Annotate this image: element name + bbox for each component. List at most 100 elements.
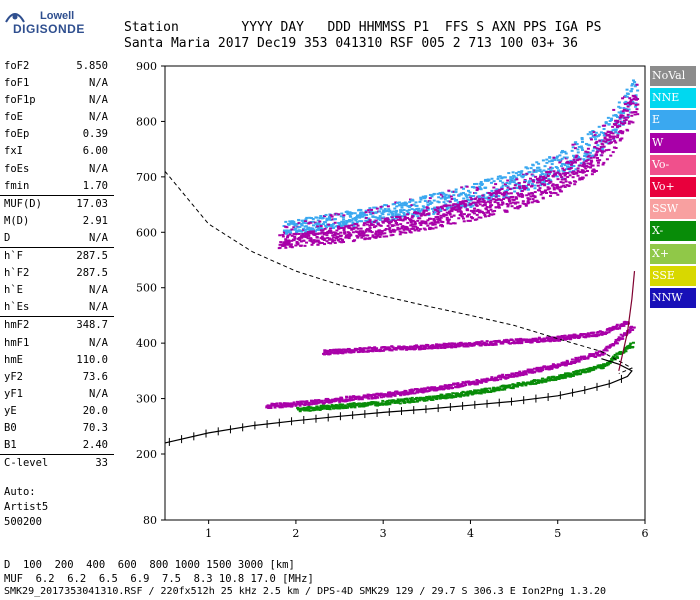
trace-point	[524, 184, 528, 187]
trace-point	[461, 390, 465, 393]
trace-point	[491, 198, 495, 201]
trace-point	[411, 399, 415, 402]
trace-point	[450, 342, 454, 345]
trace-point	[596, 161, 600, 164]
trace-point	[531, 174, 535, 177]
trace-point	[503, 183, 507, 186]
trace-point	[325, 349, 329, 352]
trace-point	[373, 346, 377, 349]
trace-point	[567, 163, 571, 166]
trace-point	[336, 398, 340, 401]
trace-point	[323, 243, 327, 246]
param-separator	[0, 454, 114, 456]
trace-point	[555, 155, 559, 158]
trace-point	[336, 238, 340, 241]
trace-point	[424, 195, 428, 198]
trace-point	[510, 338, 514, 341]
trace-point	[356, 236, 360, 239]
trace-point	[543, 339, 547, 342]
y-tick-label: 400	[136, 337, 157, 350]
trace-point	[501, 202, 505, 205]
trace-point	[336, 236, 340, 239]
trace-point	[347, 351, 351, 354]
trace-point	[399, 209, 403, 212]
trace-point	[329, 401, 333, 404]
trace-point	[486, 210, 490, 213]
trace-point	[471, 392, 475, 395]
trace-point	[396, 218, 400, 221]
trace-point	[333, 221, 337, 224]
trace-point	[554, 336, 558, 339]
trace-point	[491, 377, 495, 380]
trace-point	[565, 184, 569, 187]
trace-point	[518, 185, 522, 188]
trace-point	[566, 372, 570, 375]
trace-point	[440, 386, 444, 389]
trace-point	[387, 222, 391, 225]
trace-point	[575, 142, 579, 145]
trace-point	[340, 398, 344, 401]
trace-point	[583, 355, 587, 358]
trace-point	[361, 234, 365, 237]
trace-point	[528, 171, 532, 174]
y-tick-label: 600	[136, 226, 157, 239]
trace-point	[630, 111, 634, 114]
trace-point	[442, 213, 446, 216]
trace-point	[618, 131, 622, 134]
param-value: 1.70	[82, 179, 108, 192]
trace-point	[482, 200, 486, 203]
trace-point	[334, 397, 338, 400]
trace-point	[420, 208, 424, 211]
trace-point	[326, 406, 330, 409]
trace-point	[325, 399, 329, 402]
trace-point	[539, 193, 543, 196]
trace-point	[551, 379, 555, 382]
trace-point	[467, 381, 471, 384]
trace-point	[628, 329, 632, 332]
trace-point	[624, 322, 628, 325]
trace-point	[552, 186, 556, 189]
trace-point	[415, 400, 419, 403]
trace-point	[296, 400, 300, 403]
trace-point	[311, 400, 315, 403]
trace-point	[399, 219, 403, 222]
trace-point	[380, 230, 384, 233]
trace-point	[315, 223, 319, 226]
param-row: yF1 N/A	[0, 386, 118, 403]
trace-point	[620, 122, 624, 125]
trace-point	[293, 228, 297, 231]
trace-point	[371, 212, 375, 215]
trace-point	[284, 240, 288, 243]
trace-point	[302, 227, 306, 230]
trace-point	[614, 119, 618, 122]
trace-point	[413, 220, 417, 223]
trace-point	[406, 399, 410, 402]
trace-point	[415, 396, 419, 399]
header-labels: Station YYYY DAY DDD HHMMSS P1 FFS S AXN…	[124, 20, 602, 35]
trace-point	[529, 371, 533, 374]
param-value: 17.03	[76, 197, 108, 210]
trace-point	[434, 208, 438, 211]
trace-point	[390, 345, 394, 348]
y-tick-label: 900	[136, 60, 157, 73]
trace-point	[530, 173, 534, 176]
trace-point	[411, 215, 415, 218]
trace-point	[328, 349, 332, 352]
trace-point	[597, 125, 601, 128]
trace-point	[563, 334, 567, 337]
trace-point	[445, 216, 449, 219]
trace-point	[328, 237, 332, 240]
trace-point	[423, 347, 427, 350]
trace-point	[527, 368, 531, 371]
trace-point	[630, 325, 634, 328]
trace-point	[572, 370, 576, 373]
param-name: h`E	[4, 284, 23, 297]
trace-point	[354, 219, 358, 222]
trace-point	[412, 389, 416, 392]
trace-point	[284, 238, 288, 241]
trace-point	[368, 226, 372, 229]
trace-point	[433, 206, 437, 209]
profile-curve	[164, 358, 633, 444]
trace-point	[376, 234, 380, 237]
trace-point	[508, 182, 512, 185]
